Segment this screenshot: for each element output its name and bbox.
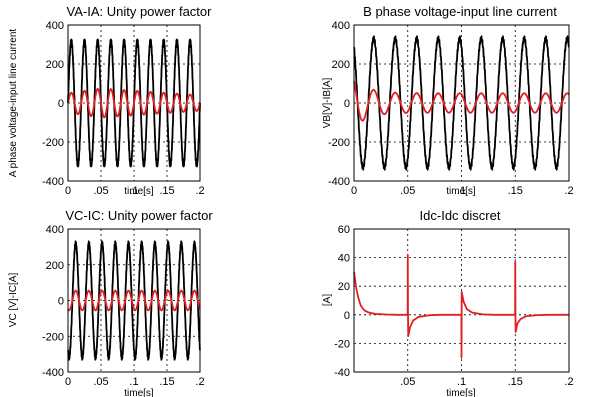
plot-frame [353,228,570,373]
y-tick-label: 0 [344,310,350,322]
series-line-0 [353,35,570,171]
series-group [67,240,201,361]
x-tick-label: .1 [129,376,138,388]
y-axis-label: [A] [322,294,333,306]
y-tick-label: 400 [332,20,350,32]
y-tick-label: -200 [42,137,64,149]
y-tick-label: 0 [58,98,64,110]
x-tick-labels: 0 .05 .1 .15 .2 [65,376,205,388]
chart-va-ia: VA-IA: Unity power factor 0 .05 .1 .15 .2 -4… [8,4,212,197]
x-tick-label: 0 [65,185,71,197]
x-tick-label: .2 [195,185,204,197]
x-axis-label: time[s] [124,388,154,397]
x-tick-label: .15 [508,185,523,197]
x-tick-label: .05 [400,376,415,388]
series-line-1 [67,289,201,312]
chart-vb-ib: B phase voltage-input line current 0 .05.… [322,4,574,197]
y-tick-label: -40 [334,367,350,379]
x-tick-label: 0 [351,185,357,197]
y-tick-label: 0 [58,296,64,308]
y-tick-label: 400 [46,224,64,236]
x-tick-label: .05 [93,376,108,388]
y-tick-label: 200 [332,59,350,71]
x-tick-label: 0 [65,376,71,388]
x-tick-labels: .05 .1 .15 .2 [400,376,573,388]
chart-title: Idc-Idc discret [420,208,501,223]
y-tick-label: 40 [338,253,350,265]
y-axis-label: VB[V]-IB[A] [322,77,333,128]
y-tick-labels: -400 -200 0 200 400 [42,20,64,188]
y-tick-label: -400 [42,176,64,188]
x-tick-label: .1 [457,185,466,197]
y-axis-label: VC [V]-IC[A] [8,273,19,328]
x-axis-label: time[s] [446,186,476,197]
y-axis-label: A phase voltage-input line current [8,29,19,178]
series-group [67,38,201,168]
y-tick-labels: -40 -20 0 20 40 60 [334,224,350,379]
y-tick-label: -200 [328,137,350,149]
series-line-1 [353,80,570,122]
x-tick-label: .05 [400,185,415,197]
y-tick-label: -20 [334,338,350,350]
series-line-1 [67,87,201,119]
x-tick-label: .05 [93,185,108,197]
x-tick-label: .2 [564,185,573,197]
plot-frame [67,228,201,373]
y-tick-labels: -400 -200 0 200 400 [328,20,350,188]
x-tick-label: .1 [457,376,466,388]
y-tick-label: 0 [344,98,350,110]
y-tick-label: -400 [328,176,350,188]
plot-frame [67,24,201,182]
series-line-0 [353,253,569,359]
x-tick-labels: 0 .05 .1 .15 .2 [351,185,574,197]
chart-title: VA-IA: Unity power factor [67,4,213,19]
chart-title: VC-IC: Unity power factor [65,208,213,223]
x-axis-label: time[s] [124,186,154,197]
x-tick-label: .2 [195,376,204,388]
chart-title: B phase voltage-input line current [363,4,557,19]
x-tick-label: .1 [129,185,138,197]
x-tick-label: .15 [508,376,523,388]
chart-vc-ic: VC-IC: Unity power factor 0 .05 .1 .15 .2 -4… [8,208,213,397]
x-tick-label: .15 [159,185,174,197]
y-tick-label: 60 [338,224,350,236]
y-tick-label: 400 [46,20,64,32]
y-tick-label: -400 [42,367,64,379]
y-tick-label: 200 [46,260,64,272]
x-tick-label: .2 [564,376,573,388]
y-tick-label: 20 [338,281,350,293]
plot-frame [353,24,570,182]
chart-idc: Idc-Idc discret .05 .1 .15 .2 -40 -20 0 20 40 60… [322,208,574,397]
series-group [353,253,569,359]
y-tick-label: -200 [42,331,64,343]
x-tick-label: .15 [159,376,174,388]
series-group [353,35,570,171]
y-tick-label: 200 [46,59,64,71]
y-tick-labels: -400 -200 0 200 400 [42,224,64,379]
x-axis-label: time[s] [446,388,476,397]
x-tick-labels: 0 .05 .1 .15 .2 [65,185,205,197]
